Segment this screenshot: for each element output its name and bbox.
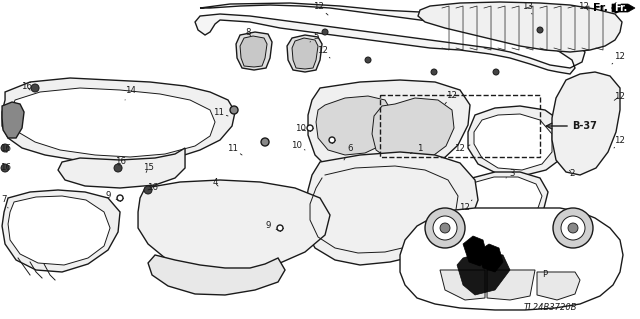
Circle shape (261, 138, 269, 146)
Circle shape (440, 223, 450, 233)
Text: 3: 3 (506, 169, 515, 179)
Text: 11: 11 (227, 144, 242, 155)
Polygon shape (487, 270, 535, 300)
Polygon shape (2, 190, 120, 272)
Text: Fr.: Fr. (614, 3, 627, 13)
Circle shape (561, 216, 585, 240)
Text: TL24B3720B: TL24B3720B (524, 303, 577, 313)
Circle shape (431, 69, 437, 75)
Text: 16: 16 (20, 82, 31, 91)
Text: 16: 16 (147, 183, 157, 192)
Text: 2: 2 (569, 169, 575, 179)
Circle shape (277, 225, 283, 231)
Polygon shape (400, 208, 623, 310)
Circle shape (114, 164, 122, 172)
Circle shape (117, 195, 123, 201)
Polygon shape (316, 96, 392, 155)
Circle shape (1, 164, 9, 172)
Text: 10: 10 (294, 123, 305, 132)
Polygon shape (2, 102, 24, 138)
Polygon shape (463, 236, 487, 266)
Polygon shape (468, 177, 542, 218)
Text: 11: 11 (212, 108, 228, 116)
Text: 14: 14 (125, 85, 136, 100)
Text: 13: 13 (522, 2, 534, 14)
Circle shape (144, 186, 152, 194)
Polygon shape (240, 36, 267, 67)
Text: 12: 12 (614, 136, 625, 148)
Text: 12: 12 (312, 2, 328, 15)
Text: B-37: B-37 (572, 121, 597, 131)
Polygon shape (537, 272, 580, 300)
Text: 7: 7 (1, 196, 8, 208)
Text: 1: 1 (410, 144, 423, 154)
Circle shape (1, 144, 9, 152)
Text: P: P (543, 271, 548, 279)
Text: 16: 16 (0, 164, 10, 173)
Text: 12: 12 (317, 46, 330, 58)
Polygon shape (418, 2, 622, 52)
Text: 12: 12 (579, 2, 589, 11)
Circle shape (425, 208, 465, 248)
Polygon shape (457, 252, 510, 295)
Polygon shape (474, 114, 552, 170)
Text: 8: 8 (245, 27, 251, 36)
Polygon shape (305, 152, 478, 265)
Text: 16: 16 (115, 158, 125, 167)
Text: 12: 12 (612, 51, 625, 64)
Polygon shape (465, 172, 548, 222)
Text: 12: 12 (445, 91, 458, 104)
Text: 15: 15 (143, 164, 154, 173)
Polygon shape (552, 72, 620, 175)
Polygon shape (148, 255, 285, 295)
Polygon shape (2, 78, 235, 163)
Polygon shape (477, 244, 503, 272)
Text: 16: 16 (0, 144, 10, 152)
Polygon shape (12, 88, 215, 157)
Polygon shape (8, 196, 110, 265)
Circle shape (31, 84, 39, 92)
Polygon shape (612, 4, 635, 12)
Circle shape (537, 27, 543, 33)
Polygon shape (440, 270, 485, 300)
Circle shape (553, 208, 593, 248)
Text: 9: 9 (266, 221, 278, 231)
Circle shape (568, 223, 578, 233)
Polygon shape (308, 80, 470, 180)
Text: 6: 6 (344, 144, 353, 160)
Circle shape (365, 57, 371, 63)
Text: Fr.: Fr. (593, 3, 608, 13)
Text: 5: 5 (310, 32, 319, 42)
Text: 12: 12 (460, 200, 472, 212)
Text: 4: 4 (212, 179, 218, 188)
Circle shape (433, 216, 457, 240)
Polygon shape (236, 32, 272, 70)
Circle shape (307, 125, 313, 131)
Polygon shape (372, 98, 454, 163)
Text: 12: 12 (454, 144, 470, 152)
Circle shape (329, 137, 335, 143)
Polygon shape (468, 106, 568, 176)
Polygon shape (138, 180, 330, 272)
Text: 12: 12 (614, 92, 625, 100)
Polygon shape (58, 148, 185, 188)
Circle shape (322, 29, 328, 35)
Circle shape (493, 69, 499, 75)
Polygon shape (292, 38, 318, 69)
Text: 9: 9 (106, 191, 118, 201)
Polygon shape (195, 3, 585, 74)
Text: 10: 10 (291, 140, 305, 150)
Polygon shape (287, 35, 322, 72)
Circle shape (230, 106, 238, 114)
